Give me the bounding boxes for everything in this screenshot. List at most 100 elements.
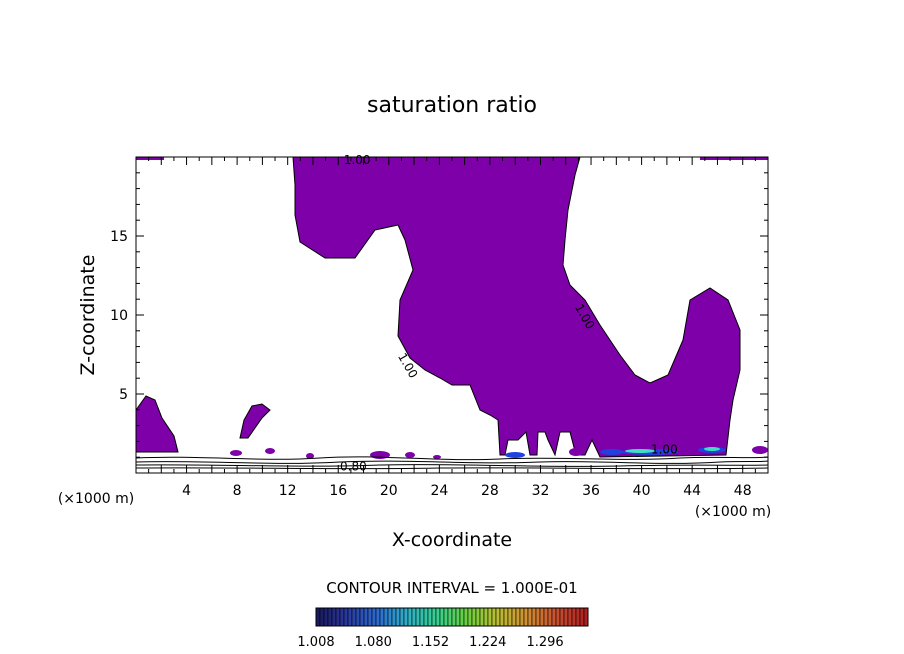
contour-label: 1.00 xyxy=(344,153,371,167)
colorbar-strip xyxy=(363,607,369,627)
colorbar-label: 1.152 xyxy=(412,635,449,650)
colorbar-strip xyxy=(367,607,373,627)
colorbar-strip xyxy=(491,607,497,627)
saturation-region-x8 xyxy=(239,403,271,439)
colorbar-strip xyxy=(379,607,385,627)
colorbar-strip xyxy=(475,607,481,627)
y-tick-label: 15 xyxy=(110,229,128,245)
colorbar-strip xyxy=(471,607,477,627)
colorbar-strip xyxy=(383,607,389,627)
colorbar-strip xyxy=(487,607,493,627)
plot-area xyxy=(136,157,768,470)
colorbar-strip xyxy=(459,607,465,627)
colorbar-strip xyxy=(531,607,537,627)
colorbar-strip xyxy=(411,607,417,627)
colorbar-strip xyxy=(551,607,557,627)
colorbar-strip xyxy=(419,607,425,627)
x-tick-label: 24 xyxy=(430,483,448,499)
colorbar-strip xyxy=(523,607,529,627)
colorbar-labels: 1.008 1.080 1.152 1.224 1.296 xyxy=(297,635,563,650)
colorbar-strip xyxy=(495,607,501,627)
colorbar-strip xyxy=(511,607,517,627)
x-tick-label: 44 xyxy=(683,483,701,499)
colorbar-strip xyxy=(343,607,349,627)
colorbar-strip xyxy=(319,607,325,627)
x-tick-label: 4 xyxy=(182,483,191,499)
x-tick-label: 8 xyxy=(233,483,242,499)
colorbar-strip xyxy=(335,607,341,627)
colorbar-strip xyxy=(323,607,329,627)
y-axis: 5 10 15 xyxy=(110,172,768,458)
colorbar-strip xyxy=(503,607,509,627)
colorbar-strip xyxy=(559,607,565,627)
colorbar xyxy=(315,607,589,627)
colorbar-strip xyxy=(535,607,541,627)
colorbar-strip xyxy=(435,607,441,627)
colorbar-strip xyxy=(431,607,437,627)
x-tick-label: 40 xyxy=(633,483,651,499)
colorbar-strip xyxy=(575,607,581,627)
x-axis: 4 8 12 16 20 24 28 32 36 40 44 48 xyxy=(148,157,756,499)
saturation-region-top-right xyxy=(700,157,768,160)
colorbar-label: 1.296 xyxy=(526,635,563,650)
saturation-region-main xyxy=(292,157,741,458)
colorbar-strip xyxy=(399,607,405,627)
colorbar-strip xyxy=(387,607,393,627)
colorbar-strip xyxy=(507,607,513,627)
colorbar-strip xyxy=(371,607,377,627)
colorbar-strip xyxy=(547,607,553,627)
colorbar-strip xyxy=(407,607,413,627)
colorbar-strip xyxy=(327,607,333,627)
colorbar-strip xyxy=(555,607,561,627)
x-tick-label: 28 xyxy=(481,483,499,499)
surface-contour-lines xyxy=(136,456,768,470)
colorbar-strip xyxy=(395,607,401,627)
x-tick-label: 32 xyxy=(532,483,550,499)
colorbar-strip xyxy=(567,607,573,627)
colorbar-strip xyxy=(539,607,545,627)
colorbar-strip xyxy=(423,607,429,627)
x-axis-label: X-coordinate xyxy=(392,529,512,551)
colorbar-strip xyxy=(447,607,453,627)
surface-patches xyxy=(230,446,768,459)
colorbar-strip xyxy=(519,607,525,627)
contour-label: 1.00 xyxy=(651,442,678,456)
saturation-region-top-left xyxy=(136,157,164,160)
colorbar-strip xyxy=(455,607,461,627)
x-tick-label: 20 xyxy=(380,483,398,499)
colorbar-strip xyxy=(375,607,381,627)
x-tick-label: 36 xyxy=(582,483,600,499)
x-unit-left: (×1000 m) xyxy=(58,491,134,507)
colorbar-strip xyxy=(439,607,445,627)
colorbar-strip xyxy=(499,607,505,627)
colorbar-strip xyxy=(415,607,421,627)
colorbar-strip xyxy=(391,607,397,627)
x-tick-label: 16 xyxy=(329,483,347,499)
colorbar-strip xyxy=(351,607,357,627)
colorbar-strip xyxy=(571,607,577,627)
colorbar-strip xyxy=(583,607,589,627)
colorbar-strip xyxy=(483,607,489,627)
colorbar-label: 1.080 xyxy=(355,635,392,650)
colorbar-strip xyxy=(339,607,345,627)
colorbar-label: 1.008 xyxy=(297,635,334,650)
contour-label: 0.80 xyxy=(340,460,367,474)
colorbar-strip xyxy=(359,607,365,627)
colorbar-strip xyxy=(403,607,409,627)
colorbar-frame xyxy=(315,607,589,627)
colorbar-strip xyxy=(467,607,473,627)
x-tick-label: 48 xyxy=(734,483,752,499)
colorbar-strip xyxy=(515,607,521,627)
colorbar-strip xyxy=(463,607,469,627)
colorbar-strip xyxy=(451,607,457,627)
colorbar-strip xyxy=(347,607,353,627)
x-unit-right: (×1000 m) xyxy=(695,504,771,520)
colorbar-strip xyxy=(579,607,585,627)
saturation-region-left xyxy=(136,395,179,453)
x-tick-label: 12 xyxy=(279,483,297,499)
colorbar-strip xyxy=(315,607,321,627)
colorbar-strip xyxy=(563,607,569,627)
colorbar-strip xyxy=(331,607,337,627)
colorbar-strip xyxy=(527,607,533,627)
